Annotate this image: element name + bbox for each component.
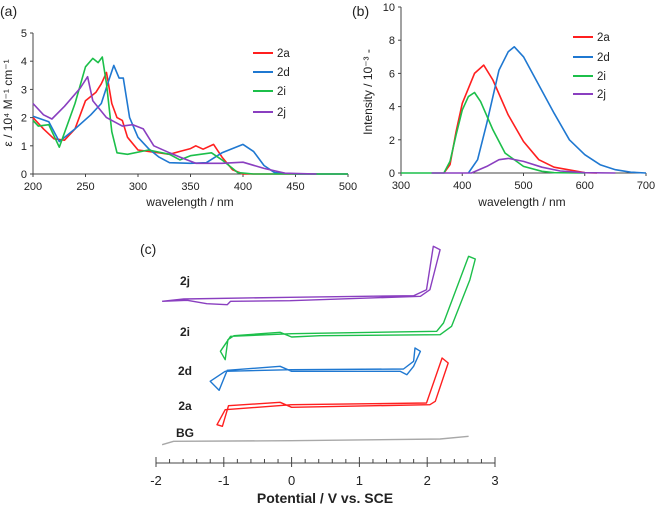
x-tick-label: 3	[491, 473, 498, 488]
cv-trace-2d	[209, 347, 422, 391]
legend-label-2j: 2j	[277, 107, 286, 119]
panel-b-x-label: wavelength / nm	[477, 195, 565, 209]
x-tick-label: 450	[286, 181, 304, 193]
x-tick-label: 0	[288, 473, 295, 488]
x-tick-label: 600	[576, 180, 594, 192]
cv-trace-2i	[219, 255, 476, 361]
panel-b-y-label: Intensity / 10⁻³ -	[361, 49, 375, 135]
x-tick-label: 350	[181, 181, 199, 193]
x-tick-label: 1	[356, 473, 363, 488]
y-tick-label: 2	[389, 135, 395, 147]
x-tick-label: 300	[129, 181, 147, 193]
x-tick-label: 400	[453, 180, 471, 192]
x-tick-label: 500	[514, 180, 532, 192]
y-tick-label: 8	[389, 35, 395, 47]
legend-label-2d: 2d	[597, 52, 610, 64]
y-tick-label: 6	[389, 68, 395, 80]
cv-trace-2a	[216, 357, 449, 427]
panel-a-label: (a)	[0, 3, 17, 19]
series-line-2d	[32, 64, 348, 175]
series-line-2i	[32, 56, 348, 175]
panel-b-label: (b)	[352, 3, 369, 19]
y-tick-label: 0	[21, 169, 27, 181]
panel-c-x-label: Potential / V vs. SCE	[257, 490, 393, 506]
y-tick-label: 5	[21, 28, 27, 40]
series-line-2i	[401, 91, 585, 174]
trace-label-2a: 2a	[178, 399, 192, 413]
x-tick-label: 2	[424, 473, 431, 488]
x-tick-label: 500	[339, 181, 357, 193]
panel-a: (a) 200 250 300 350 400 450 500 0 1 2 3 4 5 waveleng…	[0, 3, 357, 209]
y-tick-label: 1	[21, 141, 27, 153]
trace-label-2d: 2d	[178, 364, 192, 378]
legend-label-2d: 2d	[277, 67, 290, 79]
x-tick-label: -2	[150, 473, 162, 488]
legend-label-2a: 2a	[277, 48, 290, 60]
y-tick-label: 4	[389, 102, 395, 114]
series-line-2d	[467, 46, 647, 174]
x-tick-label: 200	[24, 181, 42, 193]
x-tick-label: -1	[218, 473, 230, 488]
x-tick-label: 700	[637, 180, 655, 192]
legend-label-2i: 2i	[277, 86, 286, 98]
y-tick-label: 0	[389, 168, 395, 180]
y-tick-label: 3	[21, 84, 27, 96]
series-line-2a	[32, 71, 348, 175]
legend-label-2i: 2i	[597, 71, 606, 83]
series-line-2j	[32, 75, 317, 175]
series-line-2j	[431, 157, 616, 174]
trace-label-BG: BG	[176, 426, 194, 440]
panel-b: (b) 300 400 500 600 700 0 2 4 6 8 10 wavelength / …	[352, 2, 655, 209]
series-line-2a	[443, 64, 598, 174]
panel-a-x-label: wavelength / nm	[145, 195, 233, 209]
cv-trace-2j	[162, 245, 441, 306]
panel-a-y-label: ε / 10⁴ M⁻¹ cm⁻¹	[1, 59, 15, 146]
panel-c: (c) -2 -1 0 1 2 3 2j 2i 2d 2a BG Potential / V vs…	[140, 241, 499, 506]
cv-trace-BG	[161, 435, 469, 446]
trace-label-2i: 2i	[180, 325, 190, 339]
y-tick-label: 2	[21, 113, 27, 125]
y-tick-label: 10	[383, 2, 395, 14]
y-tick-label: 4	[21, 56, 27, 68]
legend-label-2a: 2a	[597, 32, 610, 44]
x-tick-label: 300	[392, 180, 410, 192]
panel-c-label: (c)	[140, 241, 156, 257]
x-tick-label: 250	[76, 181, 94, 193]
x-tick-label: 400	[234, 181, 252, 193]
trace-label-2j: 2j	[180, 274, 190, 288]
legend-label-2j: 2j	[597, 89, 606, 101]
